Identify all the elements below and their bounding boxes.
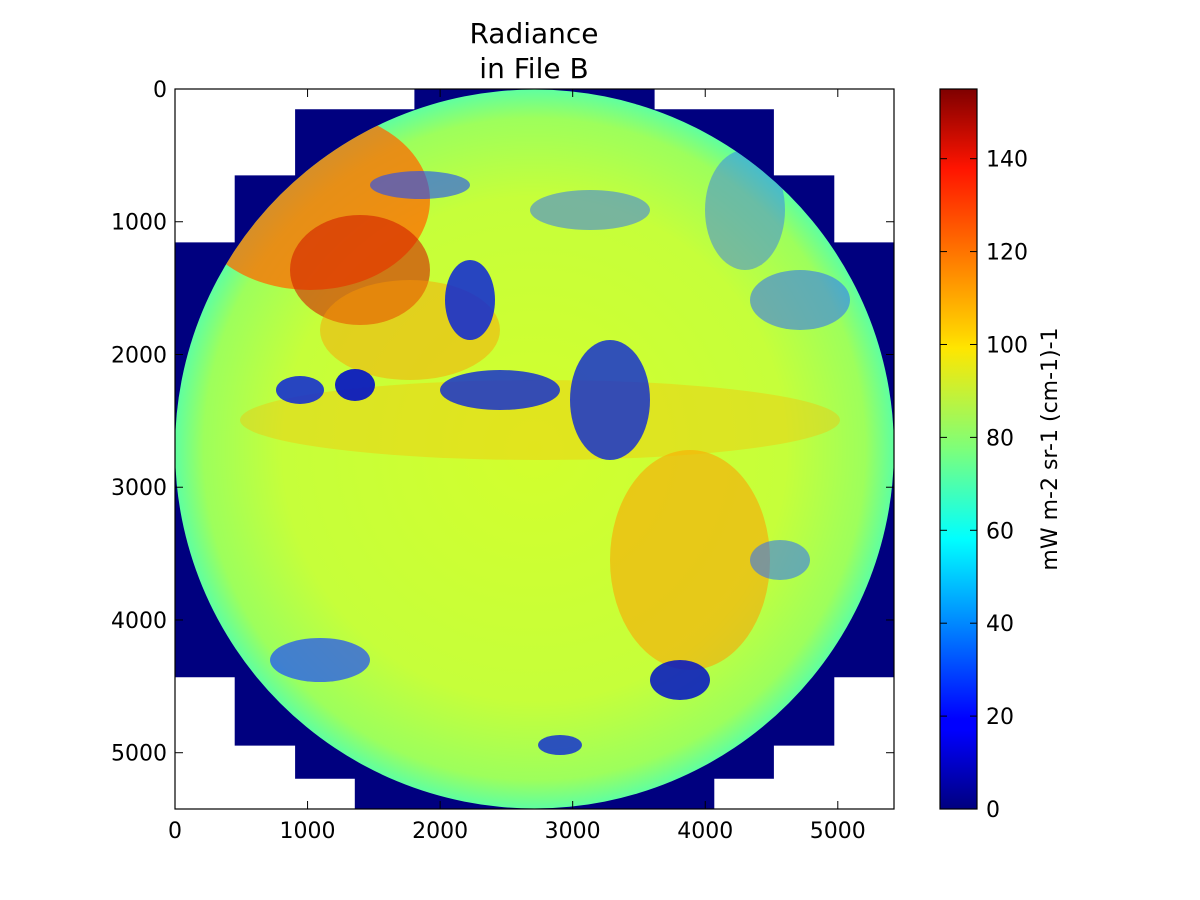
cloud-cold: [750, 540, 810, 580]
cloud-cold: [440, 370, 560, 410]
y-tick-label: 3000: [111, 476, 167, 501]
cloud-cold: [335, 369, 375, 401]
warm-region: [610, 450, 770, 670]
plot-frame: [174, 88, 895, 810]
cloud-cold: [650, 660, 710, 700]
cloud-cold: [276, 376, 324, 404]
colorbar-tick-label: 120: [986, 241, 1028, 266]
chart-title-line2: in File B: [479, 52, 588, 85]
x-axis: 0 1000 2000 3000 4000 5000: [168, 89, 866, 844]
y-tick-label: 4000: [111, 609, 167, 634]
colorbar: 0 20 40 60 80 100 120 140 mW m-2 sr-1 (cm-1)-1: [939, 88, 1063, 823]
cloud-cold: [530, 190, 650, 230]
plot-area: 0 1000 2000 3000 4000 5000 0 1000 2000 3000 4000 5…: [111, 78, 895, 844]
x-tick-label: 2000: [412, 819, 468, 844]
x-tick-label: 1000: [280, 819, 336, 844]
cloud-cold: [445, 260, 495, 340]
colorbar-gradient: [939, 88, 978, 810]
colorbar-tick-label: 80: [986, 426, 1014, 451]
x-tick-label: 5000: [810, 819, 866, 844]
cloud-cold: [370, 171, 470, 199]
y-axis: 0 1000 2000 3000 4000 5000: [111, 78, 894, 767]
cloud-cold: [750, 270, 850, 330]
cloud-cold: [705, 150, 785, 270]
y-tick-label: 5000: [111, 742, 167, 767]
colorbar-label: mW m-2 sr-1 (cm-1)-1: [1038, 327, 1063, 570]
y-tick-label: 2000: [111, 343, 167, 368]
colorbar-ticks: 0 20 40 60 80 100 120 140: [940, 148, 1028, 823]
colorbar-tick-label: 40: [986, 612, 1014, 637]
x-tick-label: 4000: [677, 819, 733, 844]
cloud-cold: [570, 340, 650, 460]
colorbar-tick-label: 0: [986, 798, 1000, 823]
colorbar-tick-label: 20: [986, 705, 1014, 730]
cloud-cold: [538, 735, 582, 755]
colorbar-tick-label: 100: [986, 333, 1028, 358]
colorbar-tick-label: 60: [986, 519, 1014, 544]
x-tick-label: 0: [168, 819, 182, 844]
image-content: [175, 89, 894, 809]
y-tick-label: 0: [153, 78, 167, 103]
cloud-patterns: [190, 110, 850, 755]
y-tick-label: 1000: [111, 211, 167, 236]
warm-band: [240, 380, 840, 460]
colorbar-tick-label: 140: [986, 148, 1028, 173]
cloud-cold: [270, 638, 370, 682]
chart-title-line1: Radiance: [469, 17, 598, 50]
warm-region: [290, 215, 430, 325]
x-tick-label: 3000: [545, 819, 601, 844]
